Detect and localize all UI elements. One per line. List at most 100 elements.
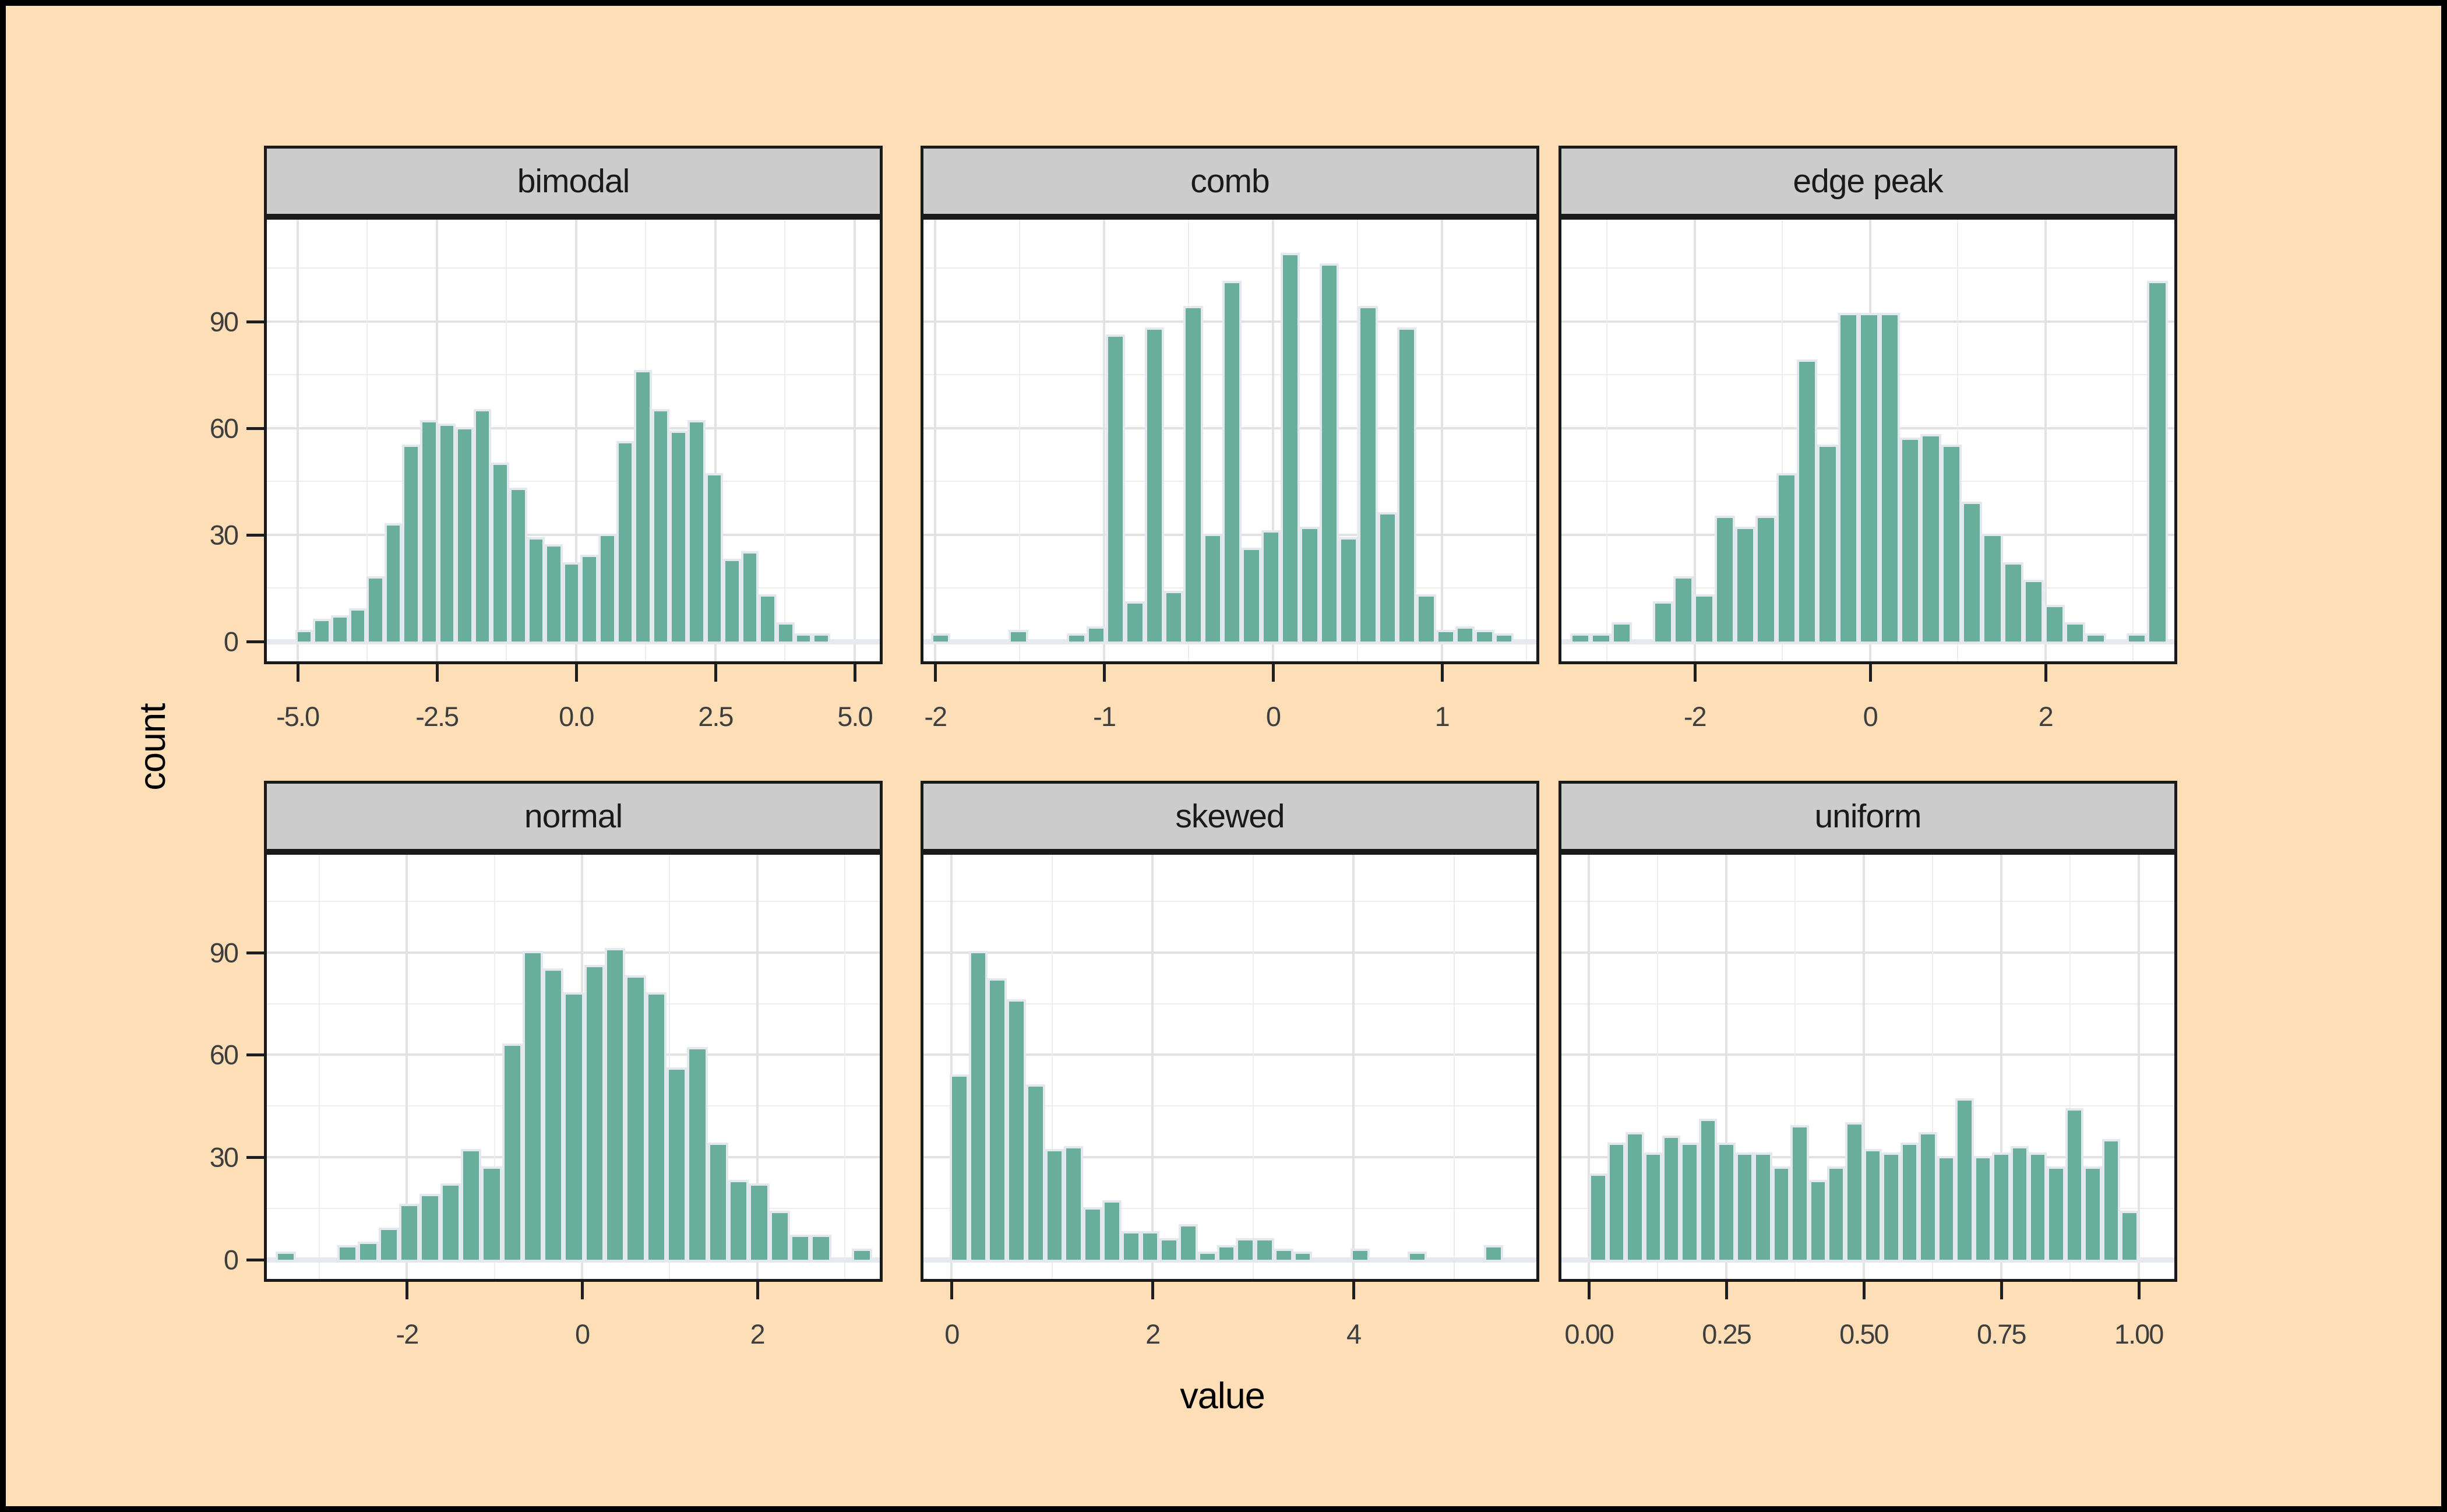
x-tick-label: -2 [396,1319,419,1349]
gridline-x-minor [1957,220,1959,661]
y-axis-title: count [132,703,173,791]
y-tick-mark [246,1259,264,1262]
histogram-bar [460,1149,482,1263]
gridline-x-major [296,220,299,661]
histogram-bar [1338,537,1359,644]
histogram-bar [1863,1149,1882,1263]
histogram-bar [705,473,724,644]
histogram-bar [2083,1166,2102,1263]
gridline-y-major [1561,951,2174,954]
histogram-bar [1882,1152,1901,1263]
y-tick-label: 30 [209,519,239,551]
x-tick-mark [1352,1282,1356,1299]
histogram-bar [2065,1108,2084,1263]
histogram-bar [1179,1224,1198,1263]
x-tick-mark [1151,1282,1155,1299]
x-tick-mark [1862,1282,1866,1299]
histogram-bar [1183,306,1203,644]
gridline-x-minor [1252,855,1254,1279]
x-tick-label: -1 [1093,701,1116,732]
histogram-bar [2044,604,2065,644]
histogram-bar [1494,633,1514,644]
histogram-bar [707,1142,728,1263]
histogram-bar [749,1183,770,1263]
gridline-y-minor [923,1208,1536,1210]
x-tick-mark [1103,664,1106,682]
x-tick-label: 2 [750,1319,766,1349]
histogram-bar [1197,1252,1217,1263]
histogram-bar [1838,313,1859,644]
x-tick-mark [581,1282,584,1299]
x-tick-mark [934,664,937,682]
histogram-bar [2085,633,2106,644]
facet-strip-uniform: uniform [1559,781,2177,852]
x-tick-mark [2000,1282,2003,1299]
gridline-y-major [923,1053,1536,1056]
histogram-bar [384,523,403,644]
histogram-bar [1992,1152,2011,1263]
histogram-bar [1982,533,2003,644]
histogram-bar [543,968,564,1263]
histogram-bar [1455,626,1475,644]
histogram-bar [563,992,584,1263]
x-tick-label: 0 [944,1319,960,1349]
histogram-bar [527,537,545,644]
x-tick-label: 4 [1346,1319,1362,1349]
gridline-y-minor [1561,1105,2174,1107]
gridline-y-minor [923,1105,1536,1107]
gridline-x-minor [2132,220,2134,661]
histogram-bar [949,1074,969,1263]
histogram-bar [1845,1122,1864,1263]
gridline-x-minor [1931,855,1933,1279]
histogram-bar [348,608,367,644]
x-tick-mark [1271,664,1275,682]
histogram-bar [1827,1166,1846,1263]
gridline-x-minor [1657,855,1659,1279]
histogram-bar [931,633,951,644]
gridline-y-minor [267,481,880,482]
gridline-x-major [756,855,759,1279]
histogram-bar [1941,445,1962,644]
histogram-bar [625,975,646,1263]
histogram-bar [2126,633,2148,644]
x-tick-mark [714,664,717,682]
gridline-x-minor [1525,220,1527,661]
gridline-y-major [267,427,880,429]
histogram-bar [2010,1146,2029,1263]
gridline-x-minor [844,855,845,1279]
histogram-bar [1255,1238,1274,1263]
histogram-bar [1937,1156,1956,1263]
histogram-bar [1920,433,1941,644]
x-tick-mark [1588,1282,1591,1299]
histogram-bar [1083,1207,1102,1263]
histogram-bar [759,594,777,644]
histogram-bar [1007,999,1026,1263]
y-tick-mark [246,640,264,643]
gridline-x-minor [506,220,507,661]
histogram-bar [669,430,688,644]
histogram-bar [1755,516,1776,644]
gridline-y-major [267,951,880,954]
histogram-bar [1475,629,1494,644]
histogram-bar [1397,327,1417,644]
histogram-bar [502,1043,523,1263]
histogram-bar [1694,594,1715,644]
histogram-bar [1009,629,1028,644]
histogram-bar [1859,313,1880,644]
x-tick-label: -5.0 [276,701,320,732]
histogram-bar [509,487,527,644]
histogram-bar [419,1193,440,1263]
x-tick-mark [2137,1282,2141,1299]
histogram-bar [1919,1132,1937,1263]
x-tick-label: 5.0 [837,701,873,732]
gridline-x-minor [493,855,495,1279]
histogram-bar [1817,445,1838,644]
histogram-bar [741,551,759,644]
y-tick-label: 90 [209,306,239,337]
histogram-bar [1680,1142,1699,1263]
histogram-bar [1735,1152,1754,1263]
gridline-x-minor [1356,220,1358,661]
gridline-x-minor [1794,855,1796,1279]
histogram-bar [1790,1125,1809,1263]
